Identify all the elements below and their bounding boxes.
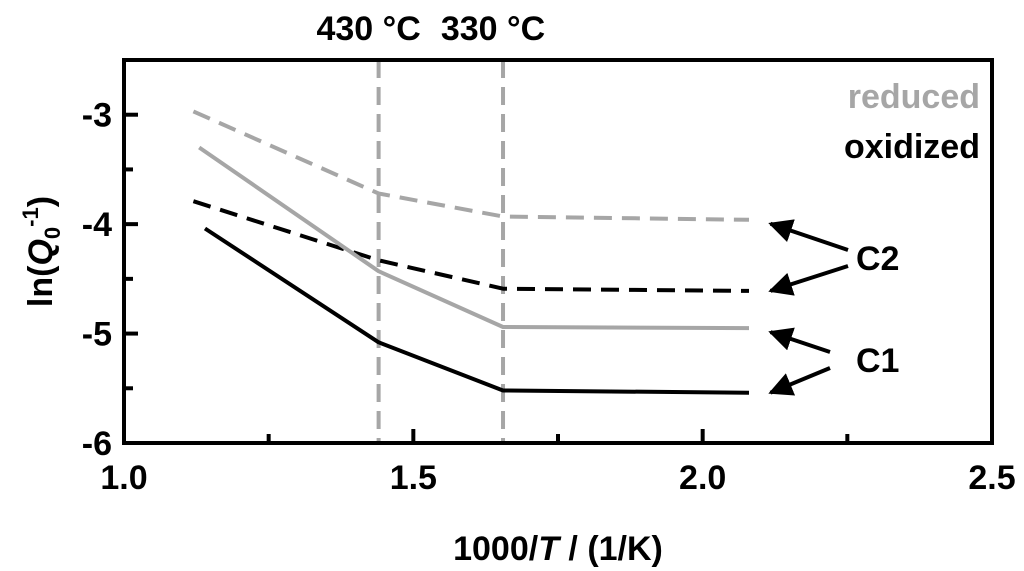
chart-labels: 430 °C 330 °C 1.0 1.5 2.0 2.5 -6 -5 -4 -3 1000/T /… — [18, 10, 1016, 568]
annotation-label-c1: C1 — [856, 342, 899, 380]
axis-ticks — [122, 112, 994, 445]
x-tick-label: 2.0 — [679, 459, 726, 497]
series-layer — [192, 109, 750, 395]
reference-lines — [376, 60, 506, 443]
reference-line-label-1: 430 °C — [316, 10, 420, 48]
x-tick-label: 2.5 — [968, 459, 1015, 497]
x-axis-title: 1000/T / (1/K) — [453, 530, 663, 568]
y-tick-label: -5 — [82, 316, 112, 354]
series-line-reduced-c1 — [198, 145, 750, 331]
reference-line-label-2: 330 °C — [441, 10, 545, 48]
annotation-arrow-c1-2 — [768, 366, 831, 396]
legend-entry-1: reduced — [848, 78, 980, 116]
series-line-oxidized-c2 — [192, 199, 750, 293]
legend-entry-2: oxidized — [844, 128, 980, 166]
annotation-arrow-c1-1 — [768, 327, 831, 354]
y-tick-label: -6 — [82, 425, 112, 463]
series-line-reduced-c2 — [192, 109, 750, 222]
y-axis-title: ln(Q0-1) — [18, 196, 65, 307]
annotation-arrow-c2-1 — [768, 219, 849, 252]
x-tick-label: 1.0 — [100, 459, 147, 497]
y-tick-label: -3 — [82, 97, 112, 135]
y-tick-label: -4 — [82, 206, 112, 244]
annotations: C2 C1 — [768, 219, 899, 396]
annotation-label-c2: C2 — [856, 240, 899, 278]
x-tick-label: 1.5 — [390, 459, 437, 497]
series-line-oxidized-c1 — [203, 226, 750, 395]
annotation-arrow-c2-2 — [768, 264, 849, 296]
